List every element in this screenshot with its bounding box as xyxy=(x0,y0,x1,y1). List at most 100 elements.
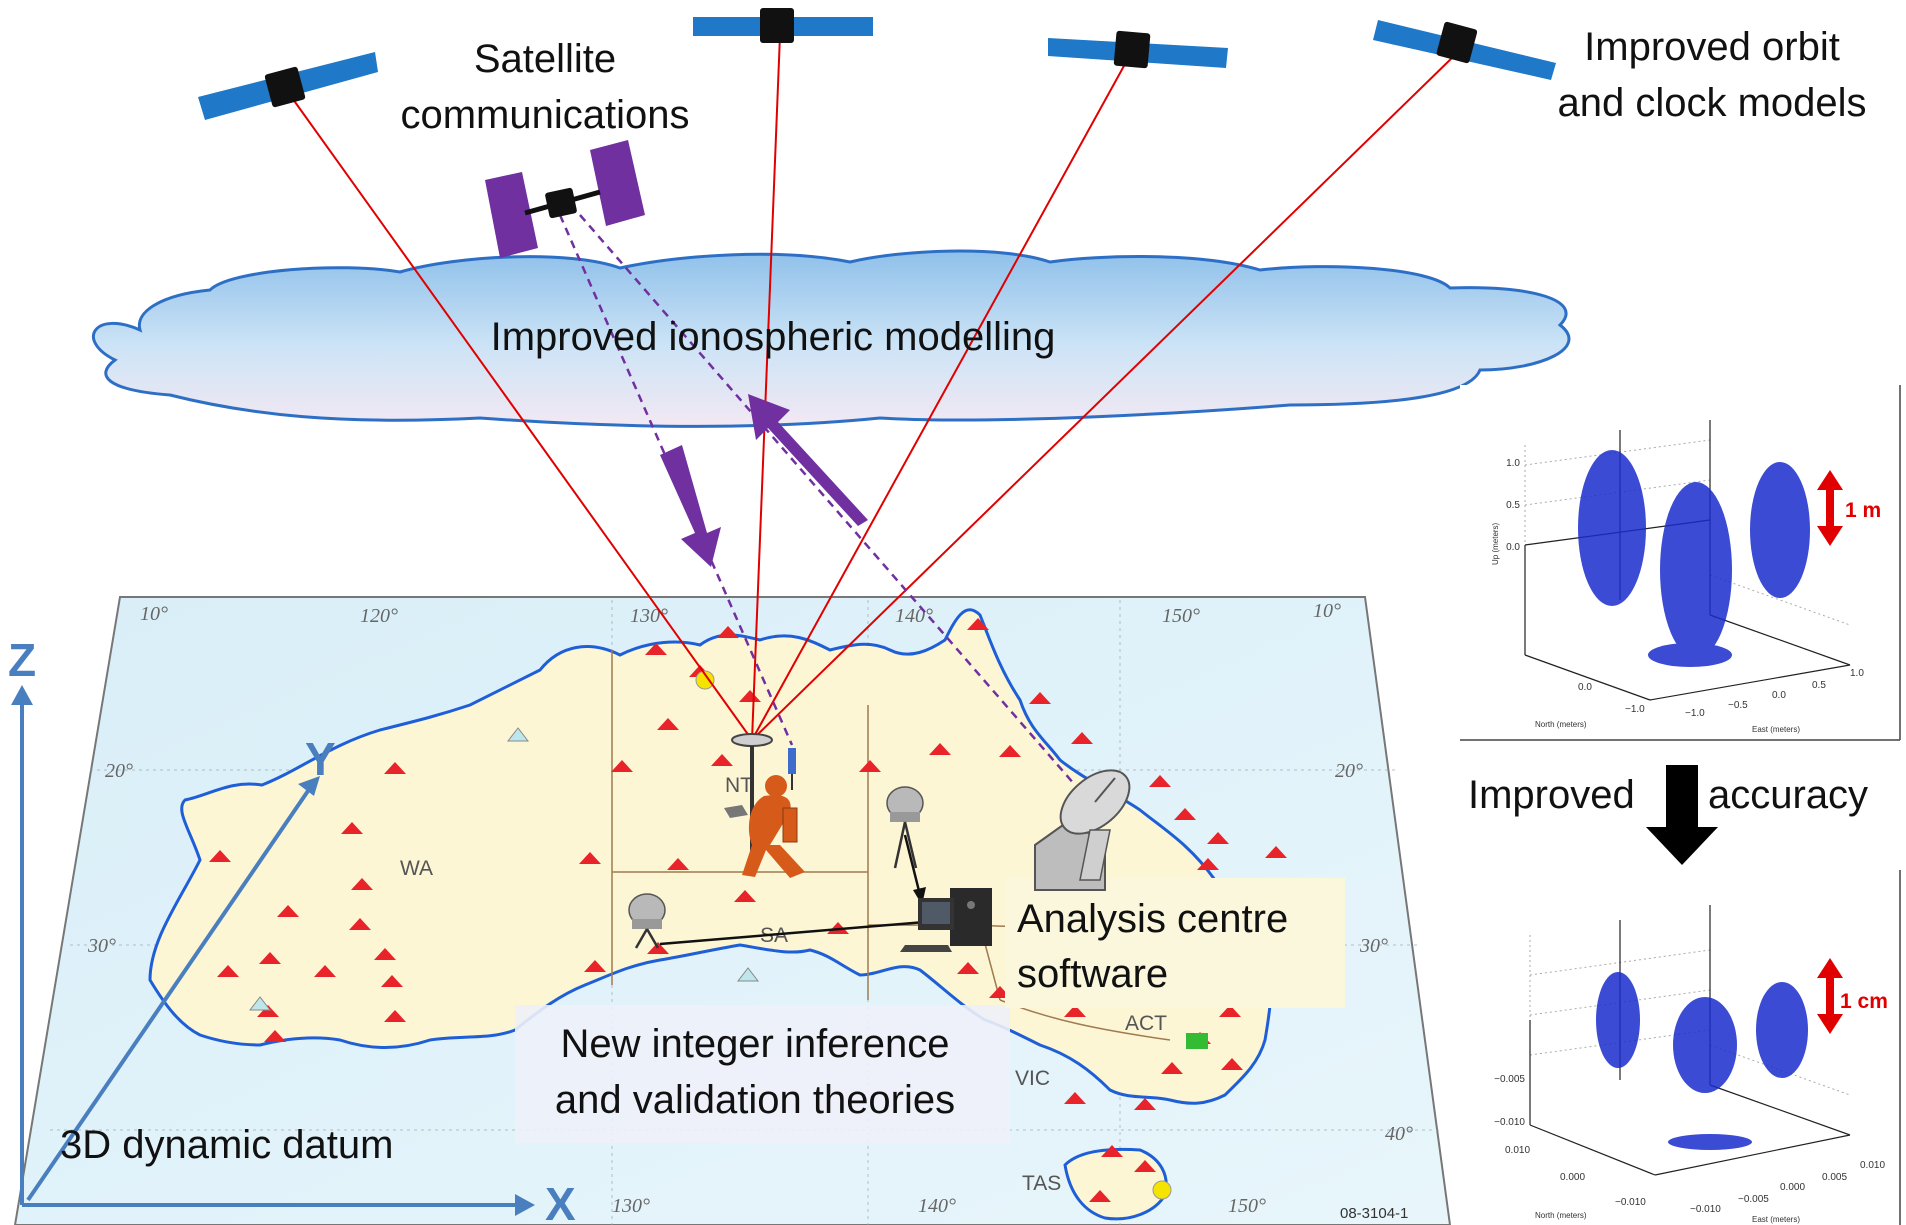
station-marker xyxy=(1064,1005,1086,1017)
station-marker xyxy=(1174,808,1196,820)
station-marker xyxy=(1221,1058,1243,1070)
station-marker xyxy=(584,960,606,972)
station-marker xyxy=(1089,1190,1111,1202)
station-marker xyxy=(1161,1062,1183,1074)
region-wa: WA xyxy=(400,857,433,880)
plot-bottom-east-tick: 0.005 xyxy=(1822,1172,1847,1183)
tick-lon-top-1: 120° xyxy=(360,605,398,627)
station-marker xyxy=(1071,732,1093,744)
station-marker xyxy=(717,626,739,638)
gnss-reference-station xyxy=(886,786,924,869)
figure-code: 08-3104-1 xyxy=(1340,1205,1408,1222)
station-marker xyxy=(579,852,601,864)
station-marker xyxy=(1219,1005,1241,1017)
station-marker xyxy=(217,965,239,977)
gnss-satellite xyxy=(1373,20,1556,80)
station-marker xyxy=(999,745,1021,757)
analysis-box xyxy=(1005,878,1345,1008)
uplink-arrows xyxy=(660,394,868,567)
satellite-dish xyxy=(1034,769,1131,891)
plot-bottom-north-label: North (meters) xyxy=(1535,1211,1587,1220)
plot-top-east-tick: 0.0 xyxy=(1772,690,1786,701)
station-special-marker xyxy=(1152,1180,1172,1200)
plot-bottom-east-tick: −0.010 xyxy=(1690,1204,1721,1215)
station-marker xyxy=(314,965,336,977)
tick-lat-right-2: 40° xyxy=(1385,1123,1413,1145)
plot-top-up-label: Up (meters) xyxy=(1491,522,1500,565)
station-marker xyxy=(351,878,373,890)
plot-bottom-north-tick: −0.010 xyxy=(1615,1197,1646,1208)
station-marker xyxy=(711,754,733,766)
tick-lon-bottom-0: 130° xyxy=(612,1195,650,1217)
station-marker xyxy=(1265,846,1287,858)
station-marker xyxy=(341,822,363,834)
plot-top-up-tick: 1.0 xyxy=(1506,458,1520,469)
station-marker xyxy=(645,643,667,655)
plot-bottom-east-tick: 0.000 xyxy=(1780,1182,1805,1193)
region-nt: NT xyxy=(725,774,753,797)
plot-top-east-tick: 0.5 xyxy=(1812,680,1826,691)
station-marker xyxy=(384,1010,406,1022)
ionosphere-label: Improved ionospheric modelling xyxy=(491,315,1056,359)
plot-top-scale-label: 1 m xyxy=(1845,499,1881,522)
orbit-label-line2: and clock models xyxy=(1557,81,1866,125)
station-marker xyxy=(859,760,881,772)
station-marker xyxy=(967,618,989,630)
tick-lat-left-1: 30° xyxy=(87,935,116,957)
tick-lat-right-1: 30° xyxy=(1359,935,1388,957)
station-marker xyxy=(1134,1160,1156,1172)
satcom-links xyxy=(558,214,1076,786)
plot-bottom-scale-label: 1 cm xyxy=(1840,990,1888,1013)
station-marker xyxy=(1134,1098,1156,1110)
tick-lon-top-0: 10° xyxy=(140,603,168,625)
tick-lon-top-4: 150° xyxy=(1162,605,1200,627)
station-marker xyxy=(277,905,299,917)
station-marker xyxy=(657,718,679,730)
gnss-satellite xyxy=(693,8,873,43)
station-marker xyxy=(611,760,633,772)
gnss-signal-lines xyxy=(289,34,1456,741)
plot-top-east-tick: 1.0 xyxy=(1850,668,1864,679)
station-marker xyxy=(1101,1145,1123,1157)
plot-top-north-tick: −1.0 xyxy=(1625,704,1645,715)
plot-top-east-label: East (meters) xyxy=(1752,725,1800,734)
satcom-label-line2: communications xyxy=(400,93,689,137)
integer-theory-box xyxy=(515,1005,1010,1143)
improved-label: Improved xyxy=(1468,773,1635,817)
plot-bottom-up-tick: −0.010 xyxy=(1494,1117,1525,1128)
station-special-marker xyxy=(506,727,530,742)
station-marker xyxy=(1197,858,1219,870)
tick-lon-bottom-1: 140° xyxy=(918,1195,956,1217)
improvement-arrow xyxy=(1646,765,1718,865)
station-marker xyxy=(667,858,689,870)
region-act: ACT xyxy=(1125,1012,1167,1035)
station-marker xyxy=(264,1030,286,1042)
gnss-reference-station xyxy=(628,893,666,949)
station-marker xyxy=(739,690,761,702)
tick-lon-bottom-2: 150° xyxy=(1228,1195,1266,1217)
integer-label-line1: New integer inference xyxy=(560,1022,949,1066)
scale-arrow-1cm xyxy=(1817,958,1843,1034)
gnss-satellite xyxy=(1048,30,1228,69)
scatter-points-bottom xyxy=(1596,972,1808,1150)
axis-y-label: Y xyxy=(305,733,336,785)
station-marker xyxy=(1149,775,1171,787)
plot-top-east-tick: −0.5 xyxy=(1728,700,1748,711)
station-marker xyxy=(929,743,951,755)
region-tas: TAS xyxy=(1022,1172,1061,1195)
station-marker xyxy=(384,762,406,774)
station-marker xyxy=(1064,1092,1086,1104)
analysis-label-line2: software xyxy=(1017,952,1168,996)
station-marker xyxy=(1207,832,1229,844)
orbit-label-line1: Improved orbit xyxy=(1584,25,1840,69)
act-marker xyxy=(1186,1033,1208,1049)
station-marker xyxy=(349,918,371,930)
plot-top-up-tick: 0.0 xyxy=(1506,542,1520,553)
station-marker xyxy=(1029,692,1051,704)
plot-top-north-label: North (meters) xyxy=(1535,720,1587,729)
gnss-satellite xyxy=(198,52,378,120)
plot-top-up-tick: 0.5 xyxy=(1506,500,1520,511)
region-vic: VIC xyxy=(1015,1067,1050,1090)
station-marker xyxy=(209,850,231,862)
